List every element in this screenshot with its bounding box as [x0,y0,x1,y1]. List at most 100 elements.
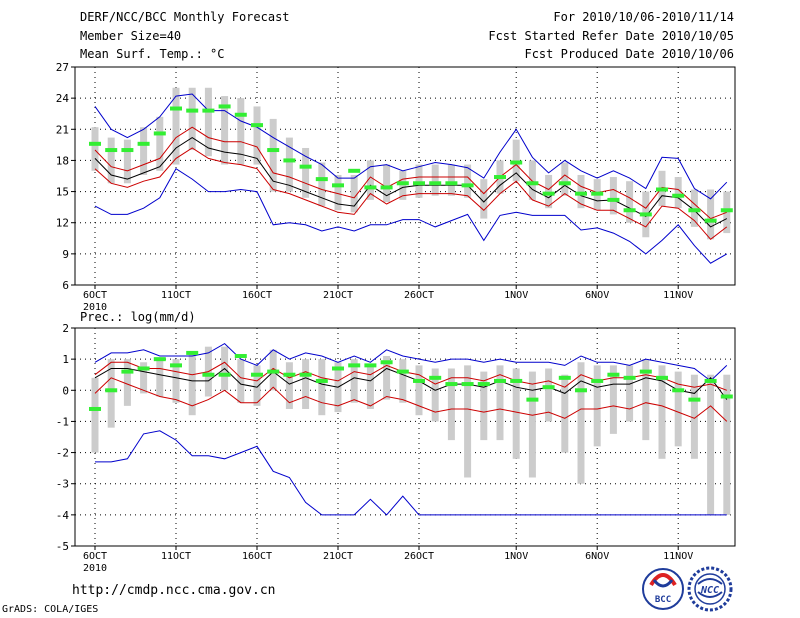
temp-xtick-label: 21OCT [323,290,353,301]
precip-xtick-label: 11NOV [663,551,693,562]
precip-xtick-label: 6NOV [585,551,609,562]
precip-obs-marker [720,394,733,399]
temp-range-box [285,137,293,192]
temp-obs-marker [510,160,523,165]
temp-range-box [237,98,245,165]
temp-obs-marker [234,112,247,117]
fcst-started-date: Fcst Started Refer Date 2010/10/05 [488,29,734,43]
precip-obs-marker [396,369,409,374]
temp-xtick-sublabel: 2010 [83,302,107,313]
temp-range-box [123,139,131,184]
temp-obs-marker [153,131,166,136]
precip-range-box [91,377,99,453]
precip-range-box [188,352,196,416]
temp-range-box [561,162,569,196]
precip-obs-marker [332,366,344,371]
temp-obs-marker [315,177,328,182]
precip-xtick-sublabel: 2010 [83,563,107,574]
temp-xtick-label: 11NOV [663,290,693,301]
precip-range-box [545,368,553,422]
temp-obs-marker [575,191,587,196]
temp-range-box [464,164,472,198]
precip-xtick-label: 11OCT [161,551,191,562]
precip-obs-marker [510,378,523,383]
temp-range-box [91,127,99,171]
precip-obs-marker [623,375,636,380]
precip-obs-marker [170,363,182,368]
precip-range-box [237,359,245,403]
temp-range-box [415,164,423,198]
temp-series-max [94,93,728,200]
precip-panel-title: Prec.: log(mm/d) [80,310,196,324]
precip-range-box [253,365,261,406]
precip-obs-marker [704,378,717,383]
source-url[interactable]: http://cmdp.ncc.cma.gov.cn [72,583,276,598]
variable-label: Mean Surf. Temp.: °C [80,47,225,61]
precip-obs-marker [526,397,539,402]
temp-obs-marker [558,181,571,186]
precip-range-box [366,365,374,409]
temp-range-box [350,174,358,213]
temp-range-box [707,189,715,240]
temp-range-box [302,147,310,198]
temp-range-box [221,96,229,165]
precip-obs-marker [477,382,490,387]
temp-obs-marker [267,148,280,153]
precip-obs-marker [315,378,328,383]
precip-obs-marker [121,369,134,374]
temp-range-box [383,164,391,202]
chart-title: DERF/NCC/BCC Monthly Forecast [80,10,290,24]
precip-range-box [285,362,293,409]
precip-xtick-label: 21OCT [323,551,353,562]
temp-obs-marker [672,193,685,198]
temp-range-box [140,127,148,175]
temp-obs-marker [170,106,182,111]
temp-ytick-label: 24 [56,92,70,105]
temp-obs-marker [413,181,425,186]
temp-range-box [431,164,439,196]
precip-range-box [723,374,731,515]
temp-series-upper [94,126,727,220]
temp-range-box [204,87,212,157]
temp-range-box [156,116,164,171]
temp-obs-marker [623,208,636,213]
temp-obs-marker [251,123,263,128]
temp-obs-marker [396,181,409,186]
temp-range-box [690,189,698,227]
precip-xtick-label: 6OCT [83,551,107,562]
temp-obs-marker [591,191,604,196]
temp-obs-marker [542,191,555,196]
temp-range-box [253,106,261,165]
temp-obs-marker [121,148,134,153]
precip-range-box [512,368,520,459]
precip-xtick-label: 26OCT [404,551,434,562]
precip-obs-marker [364,363,377,368]
precip-range-box [674,371,682,447]
precip-obs-marker [672,388,685,393]
temp-obs-marker [607,197,620,202]
temp-xtick-label: 6NOV [585,290,609,301]
temp-range-box [334,174,342,211]
precip-obs-marker [218,372,231,377]
precip-obs-marker [591,378,604,383]
temp-ytick-label: 9 [62,248,69,261]
fcst-produced-date: Fcst Produced Date 2010/10/06 [524,47,734,61]
temp-series-lower [94,147,728,240]
precip-obs-marker [413,378,425,383]
temp-xtick-label: 1NOV [504,290,528,301]
precip-range-box [642,359,650,441]
precip-ytick-label: 1 [62,353,69,366]
temp-obs-marker [429,181,442,186]
precip-obs-marker [607,372,620,377]
precip-obs-marker [299,372,312,377]
temp-range-box [188,87,196,151]
grads-credit: GrADS: COLA/IGES [2,604,99,615]
precip-obs-marker [267,369,280,374]
precip-range-box [496,365,504,441]
temp-range-box [674,177,682,209]
temp-range-box [480,179,488,219]
precip-series-mean [94,367,728,400]
precip-range-box [707,374,715,515]
